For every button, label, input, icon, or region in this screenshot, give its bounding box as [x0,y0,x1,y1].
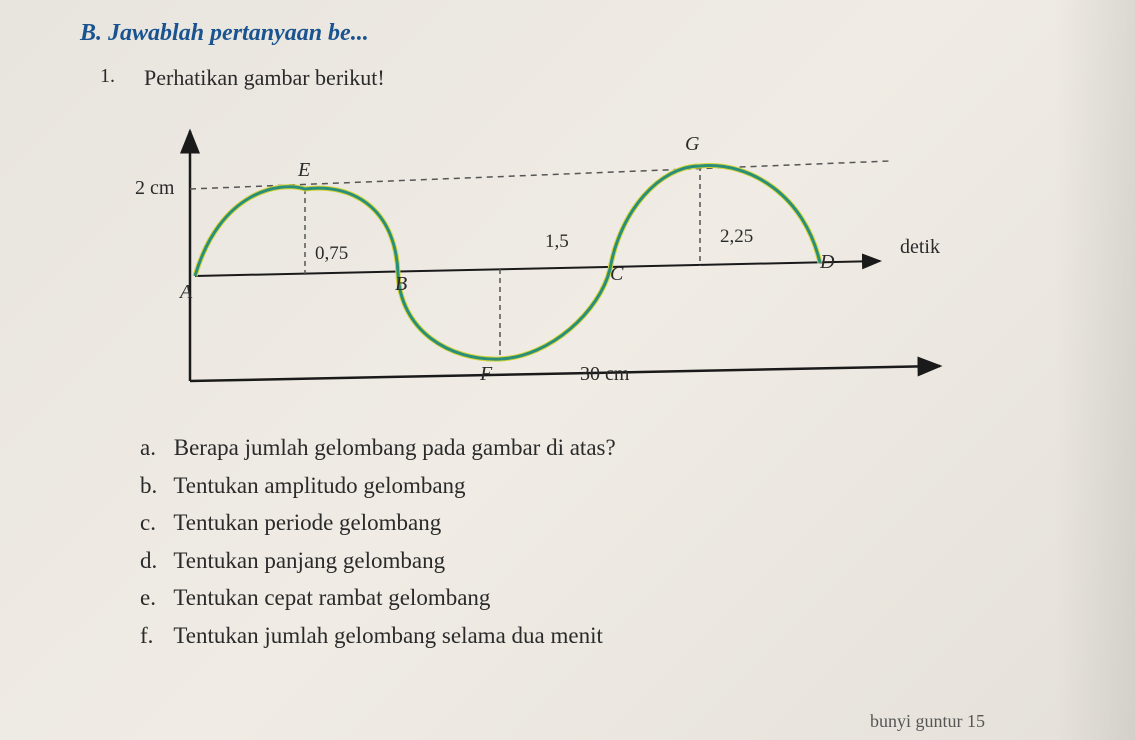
sub-question-d: d. Tentukan panjang gelombang [140,544,1075,579]
section-letter: B. [80,20,102,46]
x-axis-unit: detik [900,236,940,259]
sub-letter: d. [140,544,168,579]
sub-question-f: f. Tentukan jumlah gelombang selama dua … [140,619,1075,654]
section-header: B. Jawablah pertanyaan be... [60,20,1075,47]
sub-text: Tentukan periode gelombang [173,510,441,535]
y-axis-label: 2 cm [135,177,174,200]
bottom-axis [190,366,940,381]
bottom-cut-text: bunyi guntur 15 [870,711,985,732]
sub-text: Tentukan amplitudo gelombang [173,473,465,498]
sub-text: Tentukan jumlah gelombang selama dua men… [173,623,603,648]
sub-letter: c. [140,506,168,541]
page-shadow [1055,0,1135,740]
point-B-label: B [395,273,407,296]
point-G-label: G [685,133,699,156]
wave-highlight [195,166,820,360]
sub-letter: e. [140,581,168,616]
sub-letter: f. [140,619,168,654]
question-text: Perhatikan gambar berikut! [144,65,385,91]
time-label-1: 0,75 [315,243,348,265]
sub-text: Berapa jumlah gelombang pada gambar di a… [174,435,616,460]
sub-question-b: b. Tentukan amplitudo gelombang [140,469,1075,504]
point-D-label: D [820,251,834,274]
wave-curve [195,166,820,360]
point-C-label: C [610,263,623,286]
sub-question-c: c. Tentukan periode gelombang [140,506,1075,541]
sub-text: Tentukan cepat rambat gelombang [173,585,490,610]
question-row: 1. Perhatikan gambar berikut! [100,65,1075,91]
point-F-label: F [480,363,492,386]
section-label: B. Jawablah pertanyaan be... [80,20,369,46]
x-length-label: 30 cm [580,363,629,386]
sub-text: Tentukan panjang gelombang [173,548,445,573]
sub-letter: a. [140,431,168,466]
time-label-2: 1,5 [545,231,569,253]
time-label-3: 2,25 [720,226,753,248]
sub-letter: b. [140,469,168,504]
equilibrium-axis [195,261,880,276]
point-E-label: E [298,159,310,182]
wave-svg [140,111,990,411]
sub-questions-list: a. Berapa jumlah gelombang pada gambar d… [140,431,1075,653]
sub-question-e: e. Tentukan cepat rambat gelombang [140,581,1075,616]
wave-chart: 2 cm E G A B C D F 0,75 1,5 2,25 detik 3… [140,111,990,411]
sub-question-a: a. Berapa jumlah gelombang pada gambar d… [140,431,1075,466]
question-number: 1. [100,65,130,88]
point-A-label: A [180,281,192,304]
section-title-text: Jawablah pertanyaan be... [108,20,369,46]
